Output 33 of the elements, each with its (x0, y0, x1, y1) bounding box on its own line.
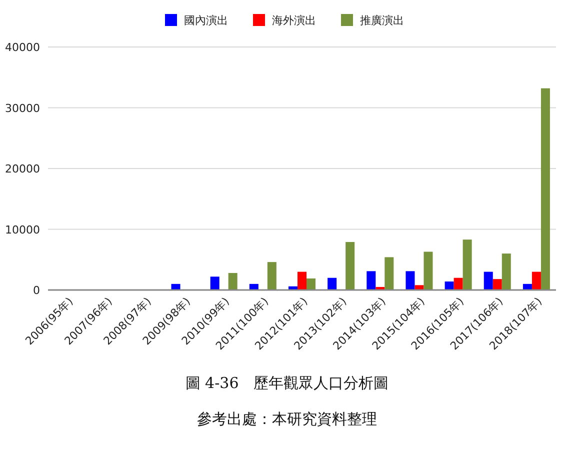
bar (298, 272, 306, 290)
legend-label: 國內演出 (184, 14, 228, 27)
text: 參考出處：本研究資料整理 (197, 410, 377, 428)
legend-label: 推廣演出 (360, 14, 404, 27)
text: 圖 4-36 歷年觀眾人口分析圖 (185, 374, 389, 392)
bar (228, 272, 238, 290)
y-tick-label: 40000 (5, 41, 40, 54)
y-tick-label: 30000 (5, 102, 40, 115)
bar (522, 284, 532, 290)
bar (306, 278, 316, 290)
y-tick-label: 20000 (5, 162, 40, 176)
bar (424, 252, 433, 290)
bar (406, 271, 415, 290)
bar (384, 257, 394, 290)
bar (454, 278, 463, 290)
y-tick-label: 0 (33, 284, 40, 297)
bar (502, 254, 511, 290)
bar (267, 262, 276, 290)
bar (492, 279, 502, 290)
bar (346, 242, 355, 290)
bar (328, 278, 337, 290)
bar (210, 276, 220, 290)
bar (414, 285, 424, 290)
bar (540, 88, 550, 290)
bar (171, 284, 180, 290)
bar (532, 272, 541, 290)
bar (462, 240, 472, 290)
bar (484, 272, 493, 290)
bar (249, 284, 258, 290)
bar (366, 271, 376, 290)
legend-label: 海外演出 (272, 14, 316, 27)
y-tick-label: 10000 (5, 223, 40, 236)
bar (444, 281, 454, 290)
